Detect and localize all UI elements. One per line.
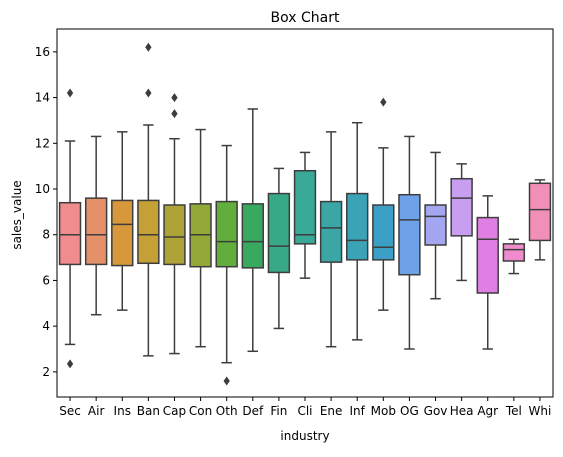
y-axis-label: sales_value [10, 180, 24, 249]
box-tel [503, 244, 524, 261]
box-def [242, 204, 263, 268]
box-ins [112, 200, 133, 265]
box-whi [530, 183, 551, 240]
box-og [399, 195, 420, 275]
x-tick-label: OG [400, 404, 419, 418]
x-tick-label: Oth [216, 404, 238, 418]
x-tick-label: Sec [59, 404, 81, 418]
y-tick-label: 8 [42, 228, 50, 242]
box-cli [295, 171, 316, 244]
x-tick-label: Fin [270, 404, 287, 418]
x-tick-label: Inf [350, 404, 366, 418]
y-tick-label: 6 [42, 273, 50, 287]
box-hea [451, 179, 472, 236]
x-tick-label: Ene [320, 404, 343, 418]
chart-title: Box Chart [271, 10, 340, 26]
x-tick-label: Agr [477, 404, 498, 418]
box-agr [477, 218, 498, 293]
y-tick-label: 2 [42, 365, 50, 379]
box-gov [425, 205, 446, 245]
y-tick-label: 12 [35, 136, 50, 150]
x-tick-label: Air [88, 404, 105, 418]
box-sec [60, 203, 81, 265]
x-tick-label: Gov [424, 404, 448, 418]
x-tick-label: Def [242, 404, 264, 418]
box-inf [347, 194, 368, 260]
y-tick-label: 10 [35, 182, 50, 196]
box-cap [164, 205, 185, 264]
x-tick-label: Con [189, 404, 212, 418]
box-mob [373, 205, 394, 260]
box-fin [268, 194, 289, 273]
box-ene [321, 202, 342, 263]
x-tick-label: Ban [137, 404, 160, 418]
y-tick-label: 4 [42, 319, 50, 333]
box-oth [216, 202, 237, 267]
box-ban [138, 200, 159, 263]
x-tick-label: Whi [529, 404, 552, 418]
x-tick-label: Hea [450, 404, 474, 418]
x-tick-label: Mob [371, 404, 396, 418]
x-axis-label: industry [280, 429, 329, 443]
x-tick-label: Cli [297, 404, 312, 418]
x-tick-label: Tel [505, 404, 522, 418]
x-tick-label: Ins [114, 404, 131, 418]
y-tick-label: 16 [35, 45, 50, 59]
x-tick-label: Cap [163, 404, 186, 418]
box-air [86, 198, 107, 264]
y-tick-label: 14 [35, 91, 50, 105]
